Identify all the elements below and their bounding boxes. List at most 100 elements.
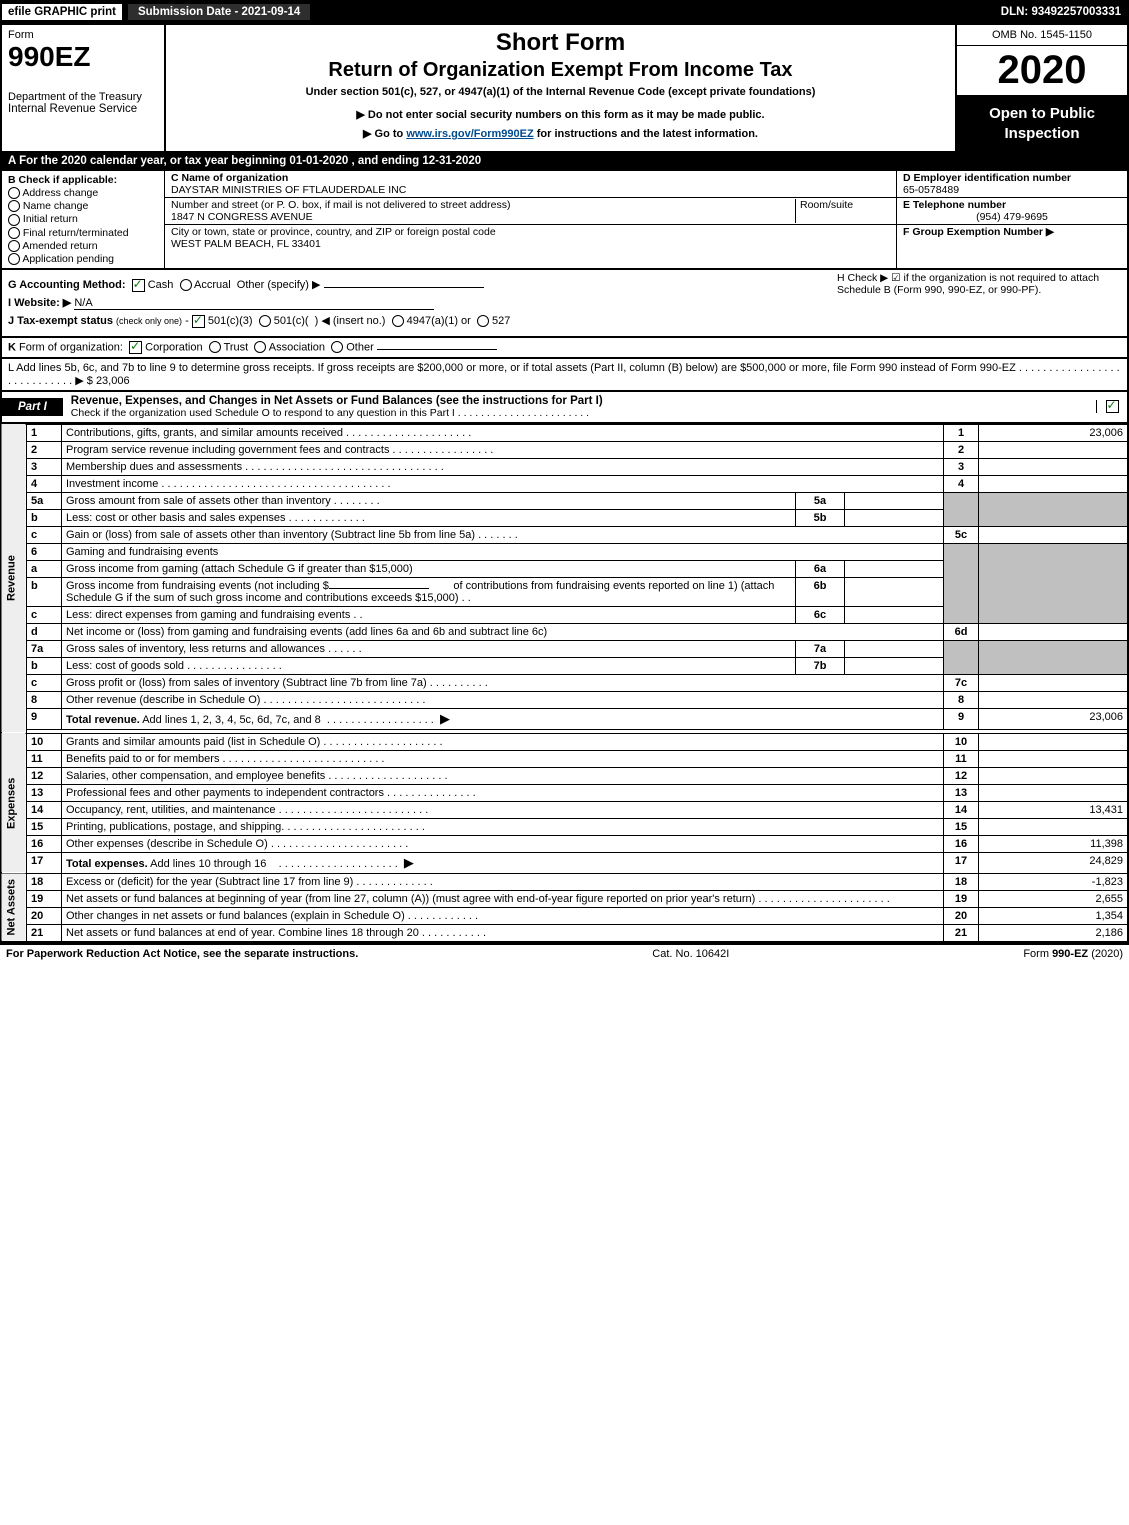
chk-name-change[interactable]: Name change xyxy=(8,200,158,212)
line-16-desc: Other expenses (describe in Schedule O) … xyxy=(62,835,944,852)
line-15-desc: Printing, publications, postage, and shi… xyxy=(62,818,944,835)
page-footer: For Paperwork Reduction Act Notice, see … xyxy=(0,943,1129,963)
line-17-box: 17 xyxy=(944,852,979,873)
chk-address-change[interactable]: Address change xyxy=(8,187,158,199)
line-13-num: 13 xyxy=(27,784,62,801)
efile-print-label[interactable]: efile GRAPHIC print xyxy=(0,2,124,22)
chk-final-return[interactable]: Final return/terminated xyxy=(8,227,158,239)
line-11-box: 11 xyxy=(944,750,979,767)
line-10-box: 10 xyxy=(944,733,979,750)
line-20-num: 20 xyxy=(27,907,62,924)
line-1-amt: 23,006 xyxy=(979,424,1129,441)
line-3-desc: Membership dues and assessments . . . . … xyxy=(62,458,944,475)
line-5b-sub: 5b xyxy=(796,509,845,526)
f-label: F Group Exemption Number ▶ xyxy=(903,226,1054,238)
c-name-label: C Name of organization xyxy=(171,172,288,184)
line-6c-subamt xyxy=(845,606,944,623)
section-def: D Employer identification number 65-0578… xyxy=(896,171,1127,268)
chk-trust[interactable] xyxy=(209,341,221,353)
line-7b-sub: 7b xyxy=(796,657,845,674)
line-19-amt: 2,655 xyxy=(979,890,1129,907)
chk-527[interactable] xyxy=(477,315,489,327)
line-7ab-amt-shade xyxy=(979,640,1129,674)
line-6c-sub: 6c xyxy=(796,606,845,623)
header-right: OMB No. 1545-1150 2020 Open to Public In… xyxy=(955,25,1127,151)
line-6c-desc: Less: direct expenses from gaming and fu… xyxy=(62,606,796,623)
line-10-num: 10 xyxy=(27,733,62,750)
part1-check-note: Check if the organization used Schedule … xyxy=(71,407,589,419)
section-b: B Check if applicable: Address change Na… xyxy=(2,171,165,268)
chk-amended-return[interactable]: Amended return xyxy=(8,240,158,252)
omb-number: OMB No. 1545-1150 xyxy=(957,25,1127,46)
line-12-amt xyxy=(979,767,1129,784)
part1-schedule-o-check[interactable] xyxy=(1096,400,1127,413)
footer-right: Form 990-EZ (2020) xyxy=(1023,948,1123,960)
line-9-num: 9 xyxy=(27,708,62,729)
line-5c-amt xyxy=(979,526,1129,543)
i-label: I Website: ▶ xyxy=(8,297,71,309)
section-a-period: A For the 2020 calendar year, or tax yea… xyxy=(0,153,1129,171)
line-5ab-amt-shade xyxy=(979,492,1129,526)
side-label-expenses: Expenses xyxy=(1,733,27,873)
line-14-amt: 13,431 xyxy=(979,801,1129,818)
line-7c-box: 7c xyxy=(944,674,979,691)
goto-link[interactable]: www.irs.gov/Form990EZ xyxy=(406,128,533,140)
telephone: (954) 479-9695 xyxy=(903,211,1121,223)
chk-corporation[interactable] xyxy=(129,341,142,354)
line-6b-desc: Gross income from fundraising events (no… xyxy=(62,577,796,606)
line-15-box: 15 xyxy=(944,818,979,835)
line-9-box: 9 xyxy=(944,708,979,729)
line-6c-num: c xyxy=(27,606,62,623)
line-8-num: 8 xyxy=(27,691,62,708)
line-3-box: 3 xyxy=(944,458,979,475)
line-16-box: 16 xyxy=(944,835,979,852)
submission-date: Submission Date - 2021-09-14 xyxy=(126,2,312,22)
line-16-amt: 11,398 xyxy=(979,835,1129,852)
line-12-desc: Salaries, other compensation, and employ… xyxy=(62,767,944,784)
line-21-num: 21 xyxy=(27,924,62,942)
chk-4947[interactable] xyxy=(392,315,404,327)
chk-associationk relevent[interactable] xyxy=(254,341,266,353)
line-4-desc: Investment income . . . . . . . . . . . … xyxy=(62,475,944,492)
line-5c-num: c xyxy=(27,526,62,543)
l-amount: 23,006 xyxy=(96,375,130,387)
line-15-num: 15 xyxy=(27,818,62,835)
chk-501c3[interactable] xyxy=(192,315,205,328)
org-city: WEST PALM BEACH, FL 33401 xyxy=(171,238,321,250)
chk-accrual[interactable] xyxy=(180,279,192,291)
line-5c-desc: Gain or (loss) from sale of assets other… xyxy=(62,526,944,543)
subtitle: Under section 501(c), 527, or 4947(a)(1)… xyxy=(172,86,949,98)
section-k: K Form of organization: Corporation Trus… xyxy=(0,338,1129,359)
line-18-desc: Excess or (deficit) for the year (Subtra… xyxy=(62,873,944,890)
chk-initial-return[interactable]: Initial return xyxy=(8,213,158,225)
line-20-box: 20 xyxy=(944,907,979,924)
line-14-box: 14 xyxy=(944,801,979,818)
line-6a-desc: Gross income from gaming (attach Schedul… xyxy=(62,560,796,577)
chk-501c[interactable] xyxy=(259,315,271,327)
chk-other-org[interactable] xyxy=(331,341,343,353)
line-14-desc: Occupancy, rent, utilities, and maintena… xyxy=(62,801,944,818)
part1-tag: Part I xyxy=(2,398,63,416)
d-label: D Employer identification number xyxy=(903,172,1071,184)
c-street-label: Number and street (or P. O. box, if mail… xyxy=(171,199,510,211)
line-15-amt xyxy=(979,818,1129,835)
part1-title: Revenue, Expenses, and Changes in Net As… xyxy=(63,392,1096,422)
goto-pre: ▶ Go to xyxy=(363,128,406,140)
line-2-amt xyxy=(979,441,1129,458)
line-17-num: 17 xyxy=(27,852,62,873)
part1-lines-table: Revenue 1 Contributions, gifts, grants, … xyxy=(0,424,1129,943)
line-5a-num: 5a xyxy=(27,492,62,509)
footer-center: Cat. No. 10642I xyxy=(652,948,729,960)
line-7a-subamt xyxy=(845,640,944,657)
chk-application-pending[interactable]: Application pending xyxy=(8,253,158,265)
chk-cash[interactable] xyxy=(132,279,145,292)
section-c: C Name of organization DAYSTAR MINISTRIE… xyxy=(165,171,896,268)
line-6d-amt xyxy=(979,623,1129,640)
return-title: Return of Organization Exempt From Incom… xyxy=(172,59,949,82)
g-label: G Accounting Method: xyxy=(8,279,126,291)
e-label: E Telephone number xyxy=(903,199,1006,211)
line-19-desc: Net assets or fund balances at beginning… xyxy=(62,890,944,907)
dept-treasury: Department of the Treasury xyxy=(8,91,158,103)
line-18-num: 18 xyxy=(27,873,62,890)
line-3-amt xyxy=(979,458,1129,475)
